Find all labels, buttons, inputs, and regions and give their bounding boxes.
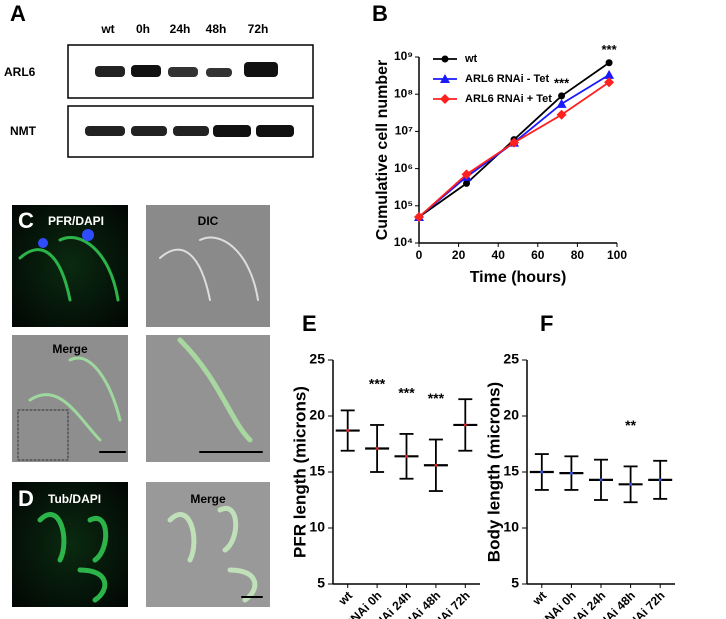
- x-axis-label: Time (hours): [470, 269, 567, 286]
- y-tick-label: 10⁸: [394, 86, 413, 100]
- annotation: ***: [369, 376, 386, 392]
- x-tick-label: 60: [531, 248, 545, 262]
- legend-marker: [440, 74, 450, 83]
- panel-label: E: [302, 311, 317, 336]
- y-tick-label: 10: [309, 519, 325, 535]
- y-tick-label: 10⁷: [395, 124, 413, 138]
- legend-label: wt: [464, 53, 478, 65]
- x-tick-label: 0: [416, 248, 423, 262]
- panel-label: C: [18, 208, 34, 233]
- point: [604, 69, 615, 79]
- point: [461, 169, 472, 180]
- mean-dot: [405, 454, 408, 458]
- y-tick-label: 10⁵: [394, 198, 413, 212]
- x-tick-label: 80: [571, 248, 585, 262]
- lane-label: 24h: [170, 22, 191, 36]
- mean-dot: [346, 429, 350, 433]
- point: [605, 59, 613, 67]
- mean-dot: [569, 471, 573, 475]
- bands: [85, 62, 294, 137]
- y-tick-label: 20: [503, 407, 519, 423]
- annotation: ***: [601, 42, 617, 57]
- lane-label: 0h: [136, 22, 150, 36]
- micrograph: [146, 205, 270, 327]
- panel-label: B: [372, 1, 388, 26]
- annotation: ***: [398, 385, 415, 401]
- y-tick-label: 5: [317, 575, 325, 591]
- point: [604, 77, 615, 88]
- cells: [17, 229, 263, 603]
- point: [414, 211, 424, 222]
- y-tick-label: 10⁴: [394, 235, 413, 249]
- mean-dot: [599, 478, 603, 482]
- mean-dot: [434, 463, 438, 467]
- y-tick-label: 10⁹: [394, 49, 413, 63]
- panel-label: F: [540, 311, 553, 336]
- y-tick-label: 15: [309, 463, 325, 479]
- y-axis-label: Body length (microns): [484, 382, 503, 562]
- mean-dot: [658, 478, 662, 482]
- y-axis-label: PFR length (microns): [290, 386, 309, 558]
- x-tick-label: 20: [452, 248, 466, 262]
- lane-label: 72h: [248, 22, 269, 36]
- point: [558, 92, 566, 100]
- legend-label: ARL6 RNAi + Tet: [465, 93, 552, 105]
- y-tick-label: 15: [503, 463, 519, 479]
- y-tick-label: 5: [511, 575, 519, 591]
- x-tick-label: 40: [492, 248, 506, 262]
- micrograph: [146, 335, 270, 462]
- image-label: PFR/DAPI: [48, 214, 104, 228]
- y-tick-label: 25: [309, 351, 325, 367]
- legend-marker: [441, 55, 449, 63]
- y-tick-label: 10: [503, 519, 519, 535]
- annotation: **: [625, 417, 636, 433]
- legend-label: ARL6 RNAi - Tet: [465, 73, 549, 85]
- annotation: ***: [554, 75, 570, 90]
- mean-dot: [629, 482, 633, 486]
- x-tick-label: wt: [529, 588, 549, 608]
- image-label: Tub/DAPI: [48, 492, 101, 506]
- mean-dot: [463, 423, 467, 427]
- x-tick-label: 100: [607, 248, 627, 262]
- lane-label: wt: [100, 22, 114, 36]
- legend-marker: [440, 94, 450, 104]
- panel-label: A: [10, 1, 26, 26]
- y-tick-label: 20: [309, 407, 325, 423]
- image-label: DIC: [198, 214, 219, 228]
- x-tick-label: wt: [335, 588, 355, 608]
- point: [509, 137, 520, 148]
- annotation: ***: [428, 390, 445, 406]
- point: [556, 98, 567, 108]
- y-axis-label: Cumulative cell number: [374, 60, 391, 241]
- point: [556, 109, 567, 120]
- micrograph: [12, 482, 128, 607]
- point: [463, 179, 471, 187]
- lane-label: 48h: [206, 22, 227, 36]
- mean-dot: [375, 446, 379, 450]
- image-label: Merge: [190, 492, 226, 506]
- row-label: ARL6: [4, 65, 36, 79]
- y-tick-label: 10⁶: [394, 161, 413, 175]
- row-label: NMT: [10, 124, 37, 138]
- image-label: Merge: [52, 342, 88, 356]
- y-tick-label: 25: [503, 351, 519, 367]
- micrograph: [146, 482, 270, 607]
- panel-label: D: [18, 486, 34, 511]
- mean-dot: [540, 470, 544, 474]
